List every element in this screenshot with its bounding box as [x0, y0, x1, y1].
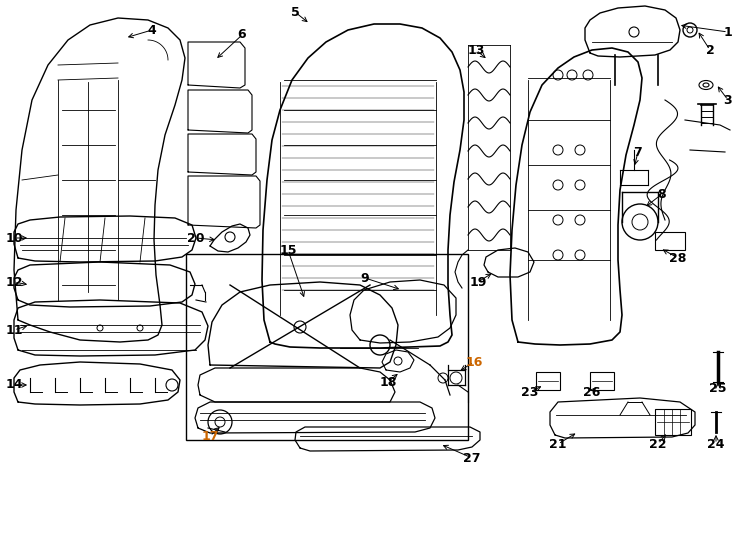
- Text: 3: 3: [724, 93, 733, 106]
- Bar: [655, 232, 685, 250]
- Bar: [655, 409, 691, 435]
- Text: 9: 9: [360, 272, 369, 285]
- Text: 28: 28: [669, 252, 687, 265]
- Text: 1: 1: [724, 25, 733, 38]
- Bar: [590, 372, 614, 390]
- Text: 16: 16: [465, 355, 483, 368]
- Bar: [186, 254, 468, 440]
- Text: 15: 15: [279, 244, 297, 256]
- Text: 11: 11: [5, 323, 23, 336]
- Text: 13: 13: [468, 44, 484, 57]
- Text: 4: 4: [148, 24, 156, 37]
- Text: 18: 18: [379, 375, 396, 388]
- Text: 26: 26: [584, 386, 600, 399]
- Text: 7: 7: [633, 145, 642, 159]
- Text: 19: 19: [469, 275, 487, 288]
- Bar: [536, 372, 560, 390]
- Text: 12: 12: [5, 275, 23, 288]
- Text: 25: 25: [709, 381, 727, 395]
- Text: 5: 5: [291, 5, 299, 18]
- Text: 6: 6: [238, 29, 247, 42]
- Text: 24: 24: [708, 437, 724, 450]
- Text: 27: 27: [463, 451, 481, 464]
- Text: 2: 2: [705, 44, 714, 57]
- Text: 10: 10: [5, 232, 23, 245]
- Text: 23: 23: [521, 386, 539, 399]
- Text: 14: 14: [5, 379, 23, 392]
- Text: 21: 21: [549, 437, 567, 450]
- Text: 17: 17: [201, 429, 219, 442]
- Text: 22: 22: [650, 437, 666, 450]
- Text: 8: 8: [658, 187, 666, 200]
- Text: 20: 20: [187, 232, 205, 245]
